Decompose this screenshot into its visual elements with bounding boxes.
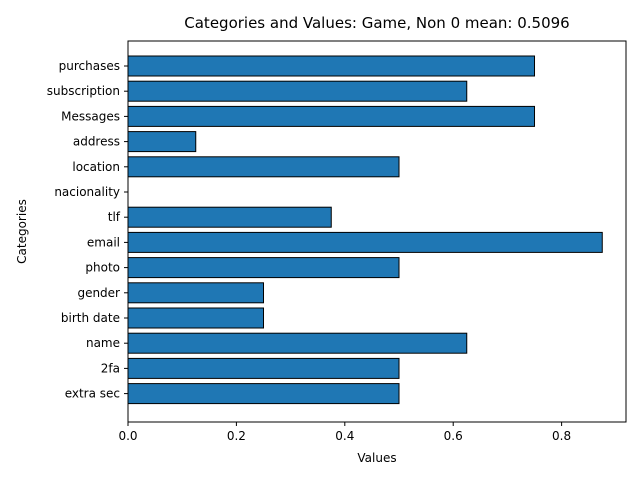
chart-title: Categories and Values: Game, Non 0 mean:… bbox=[184, 14, 569, 32]
y-tick-label-extra-sec: extra sec bbox=[65, 387, 120, 401]
bar-gender bbox=[127, 282, 265, 304]
y-axis-ticks: purchases subscription Messages address loca… bbox=[47, 59, 128, 401]
y-axis-label: Categories bbox=[15, 199, 29, 264]
y-tick-label-location: location bbox=[72, 160, 120, 174]
bar-birth-date bbox=[127, 307, 265, 329]
bar-subscription bbox=[127, 80, 468, 102]
y-tick-label-gender: gender bbox=[77, 286, 120, 300]
x-tick-label: 0.2 bbox=[227, 429, 246, 443]
y-tick-label-address: address bbox=[73, 135, 120, 149]
y-tick-label-birth-date: birth date bbox=[61, 311, 120, 325]
x-tick-label: 0.6 bbox=[444, 429, 463, 443]
y-tick-label-subscription: subscription bbox=[47, 84, 120, 98]
x-axis-label: Values bbox=[357, 451, 396, 465]
bar-address bbox=[127, 131, 197, 153]
y-tick-label-email: email bbox=[87, 235, 120, 249]
bar-location bbox=[127, 156, 400, 178]
x-axis-ticks: 0.0 0.2 0.4 0.6 0.8 bbox=[118, 422, 571, 443]
bar-name bbox=[127, 332, 468, 354]
y-tick-label-photo: photo bbox=[85, 261, 120, 275]
y-tick-label-tlf: tlf bbox=[108, 210, 121, 224]
y-tick-label-messages: Messages bbox=[61, 109, 120, 123]
y-tick-label-2fa: 2fa bbox=[101, 361, 120, 375]
x-tick-label: 0.0 bbox=[118, 429, 137, 443]
y-tick-label-purchases: purchases bbox=[59, 59, 120, 73]
bars-group bbox=[127, 55, 603, 405]
y-tick-label-name: name bbox=[86, 336, 120, 350]
bar-email bbox=[127, 231, 603, 253]
bar-photo bbox=[127, 257, 400, 279]
x-tick-label: 0.8 bbox=[552, 429, 571, 443]
bar-messages bbox=[127, 105, 536, 127]
plot-frame bbox=[127, 40, 627, 423]
y-tick-label-nacionality: nacionality bbox=[54, 185, 120, 199]
bar-purchases bbox=[127, 55, 536, 77]
bar-tlf bbox=[127, 206, 332, 228]
x-tick-label: 0.4 bbox=[335, 429, 354, 443]
bar-2fa bbox=[127, 357, 400, 379]
bar-extra-sec bbox=[127, 383, 400, 405]
